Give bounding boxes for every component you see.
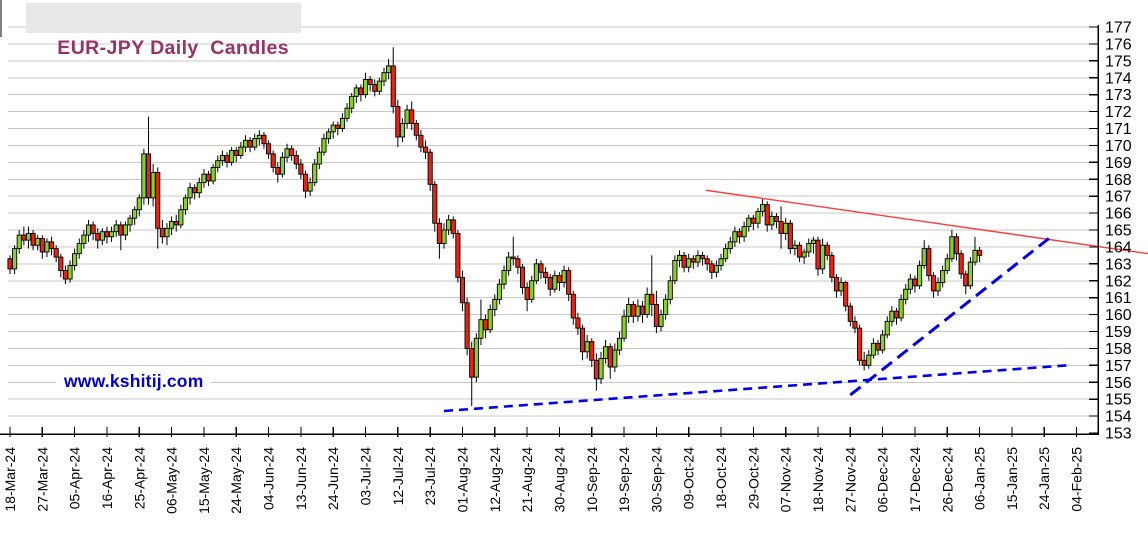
svg-text:18-Mar-24: 18-Mar-24 (2, 447, 18, 512)
svg-text:30-Aug-24: 30-Aug-24 (551, 447, 567, 513)
watermark-text: www.kshitij.com (56, 369, 212, 394)
svg-text:27-Nov-24: 27-Nov-24 (842, 447, 858, 513)
svg-text:154: 154 (1105, 409, 1132, 426)
svg-text:176: 176 (1105, 36, 1132, 53)
svg-text:164: 164 (1105, 239, 1132, 256)
chart-title: EUR-JPY Daily Candles (26, 3, 301, 59)
svg-text:173: 173 (1105, 87, 1132, 104)
svg-text:24-Jan-25: 24-Jan-25 (1036, 447, 1052, 510)
svg-text:24-Jun-24: 24-Jun-24 (325, 447, 341, 510)
svg-text:157: 157 (1105, 358, 1132, 375)
svg-text:30-Sep-24: 30-Sep-24 (648, 447, 664, 513)
svg-text:29-Oct-24: 29-Oct-24 (745, 447, 761, 509)
svg-text:15-Jan-25: 15-Jan-25 (1004, 447, 1020, 510)
svg-text:15-May-24: 15-May-24 (196, 447, 212, 514)
svg-text:172: 172 (1105, 104, 1132, 121)
svg-text:27-Mar-24: 27-Mar-24 (34, 447, 50, 512)
svg-text:177: 177 (1105, 20, 1132, 37)
svg-text:166: 166 (1105, 206, 1132, 223)
svg-text:12-Aug-24: 12-Aug-24 (487, 447, 503, 513)
svg-text:21-Aug-24: 21-Aug-24 (519, 447, 535, 513)
svg-text:162: 162 (1105, 273, 1132, 290)
svg-text:24-May-24: 24-May-24 (228, 447, 244, 514)
svg-text:10-Sep-24: 10-Sep-24 (584, 447, 600, 513)
svg-text:153: 153 (1105, 426, 1132, 443)
svg-text:160: 160 (1105, 307, 1132, 324)
svg-text:171: 171 (1105, 121, 1132, 138)
svg-text:23-Jul-24: 23-Jul-24 (422, 447, 438, 506)
svg-text:19-Sep-24: 19-Sep-24 (616, 447, 632, 513)
svg-text:158: 158 (1105, 341, 1132, 358)
svg-text:18-Oct-24: 18-Oct-24 (713, 447, 729, 509)
svg-text:175: 175 (1105, 53, 1132, 70)
svg-text:04-Feb-25: 04-Feb-25 (1069, 447, 1085, 512)
svg-text:06-Dec-24: 06-Dec-24 (875, 447, 891, 513)
svg-text:167: 167 (1105, 189, 1132, 206)
svg-text:17-Dec-24: 17-Dec-24 (907, 447, 923, 513)
svg-text:163: 163 (1105, 256, 1132, 273)
svg-text:169: 169 (1105, 155, 1132, 172)
svg-text:01-Aug-24: 01-Aug-24 (454, 447, 470, 513)
svg-text:13-Jun-24: 13-Jun-24 (293, 447, 309, 510)
svg-text:170: 170 (1105, 138, 1132, 155)
svg-text:12-Jul-24: 12-Jul-24 (390, 447, 406, 506)
svg-text:03-Jul-24: 03-Jul-24 (358, 447, 374, 506)
svg-text:16-Apr-24: 16-Apr-24 (99, 447, 115, 509)
svg-text:26-Dec-24: 26-Dec-24 (939, 447, 955, 513)
svg-text:09-Oct-24: 09-Oct-24 (681, 447, 697, 509)
svg-text:168: 168 (1105, 172, 1132, 189)
svg-text:05-Apr-24: 05-Apr-24 (67, 447, 83, 509)
svg-text:155: 155 (1105, 392, 1132, 409)
svg-text:159: 159 (1105, 324, 1132, 341)
svg-text:165: 165 (1105, 223, 1132, 240)
svg-text:174: 174 (1105, 70, 1132, 87)
svg-text:25-Apr-24: 25-Apr-24 (131, 447, 147, 509)
svg-text:161: 161 (1105, 290, 1132, 307)
svg-text:04-Jun-24: 04-Jun-24 (261, 447, 277, 510)
svg-text:07-Nov-24: 07-Nov-24 (778, 447, 794, 513)
chart-title-text: EUR-JPY Daily Candles (57, 37, 289, 59)
svg-text:156: 156 (1105, 375, 1132, 392)
svg-text:18-Nov-24: 18-Nov-24 (810, 447, 826, 513)
svg-text:06-May-24: 06-May-24 (164, 447, 180, 514)
svg-text:06-Jan-25: 06-Jan-25 (972, 447, 988, 510)
